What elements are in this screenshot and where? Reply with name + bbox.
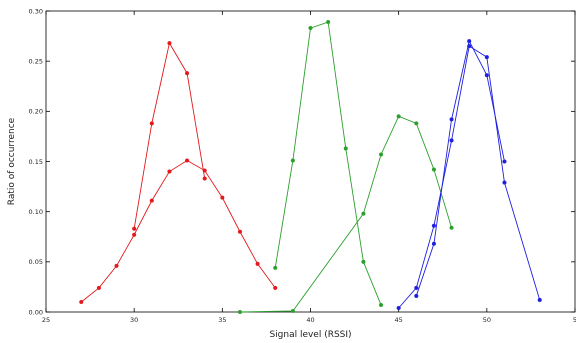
data-point	[431, 241, 436, 246]
data-point	[431, 223, 436, 228]
y-tick-label: 0.05	[29, 258, 43, 266]
series-line	[80, 159, 276, 303]
x-tick-label: 5	[573, 316, 576, 324]
data-point	[396, 114, 401, 119]
series-line	[239, 115, 453, 313]
data-point	[502, 180, 507, 185]
data-point	[255, 261, 260, 266]
data-point	[431, 167, 436, 172]
data-point	[132, 226, 137, 231]
data-point	[361, 211, 366, 216]
y-axis-label: Ratio of occurrence	[7, 117, 17, 205]
data-point	[273, 285, 278, 290]
data-point	[484, 73, 489, 78]
data-point	[467, 44, 472, 49]
series-4	[414, 39, 507, 298]
data-point	[167, 169, 172, 174]
data-point	[273, 265, 278, 270]
data-point	[308, 26, 313, 31]
x-tick-label: 45	[395, 316, 403, 324]
data-point	[343, 146, 348, 151]
data-point	[114, 263, 119, 268]
data-point	[167, 41, 172, 46]
y-tick-label: 0.00	[29, 308, 43, 316]
y-tick-label: 0.20	[29, 108, 43, 116]
data-point	[414, 121, 419, 126]
series-1	[79, 158, 278, 305]
series-line	[398, 45, 541, 309]
data-point	[220, 195, 225, 200]
data-point	[290, 308, 295, 314]
y-tick-label: 0.30	[29, 7, 43, 15]
series-line	[415, 39, 505, 297]
data-point	[202, 176, 207, 181]
x-tick-label: 30	[130, 316, 138, 324]
data-point	[326, 19, 331, 25]
y-tick-label: 0.25	[29, 57, 43, 65]
data-point	[237, 309, 243, 315]
data-point	[414, 285, 419, 290]
x-tick-label: 25	[42, 316, 50, 324]
data-point	[484, 55, 489, 60]
series-3	[237, 114, 454, 315]
x-axis-label: Signal level (RSSI)	[269, 330, 351, 340]
x-tick-label: 40	[306, 316, 314, 324]
data-point	[79, 299, 84, 305]
data-point	[185, 158, 190, 163]
y-tick-label: 0.15	[29, 158, 43, 166]
data-point	[396, 305, 401, 311]
data-point	[290, 158, 295, 163]
data-point	[185, 71, 190, 76]
data-point	[149, 121, 154, 126]
data-point	[502, 159, 507, 164]
data-point	[414, 293, 419, 298]
data-point	[132, 232, 137, 237]
plot-frame	[45, 10, 576, 313]
data-point	[378, 152, 384, 157]
data-point	[449, 138, 454, 143]
x-tick-label: 50	[483, 316, 491, 324]
data-point	[96, 285, 101, 290]
data-point	[361, 259, 366, 264]
series-line	[133, 41, 206, 229]
series-0	[132, 41, 207, 231]
y-tick-label: 0.10	[29, 208, 43, 216]
data-point	[537, 297, 542, 303]
data-point	[237, 229, 243, 234]
series-5	[396, 44, 542, 311]
data-point	[202, 168, 207, 173]
data-point	[449, 225, 454, 230]
series-2	[273, 19, 384, 308]
data-point	[149, 198, 154, 203]
data-point	[449, 117, 454, 122]
x-tick-label: 35	[218, 316, 226, 324]
data-point	[378, 302, 384, 308]
data-point	[467, 39, 472, 44]
